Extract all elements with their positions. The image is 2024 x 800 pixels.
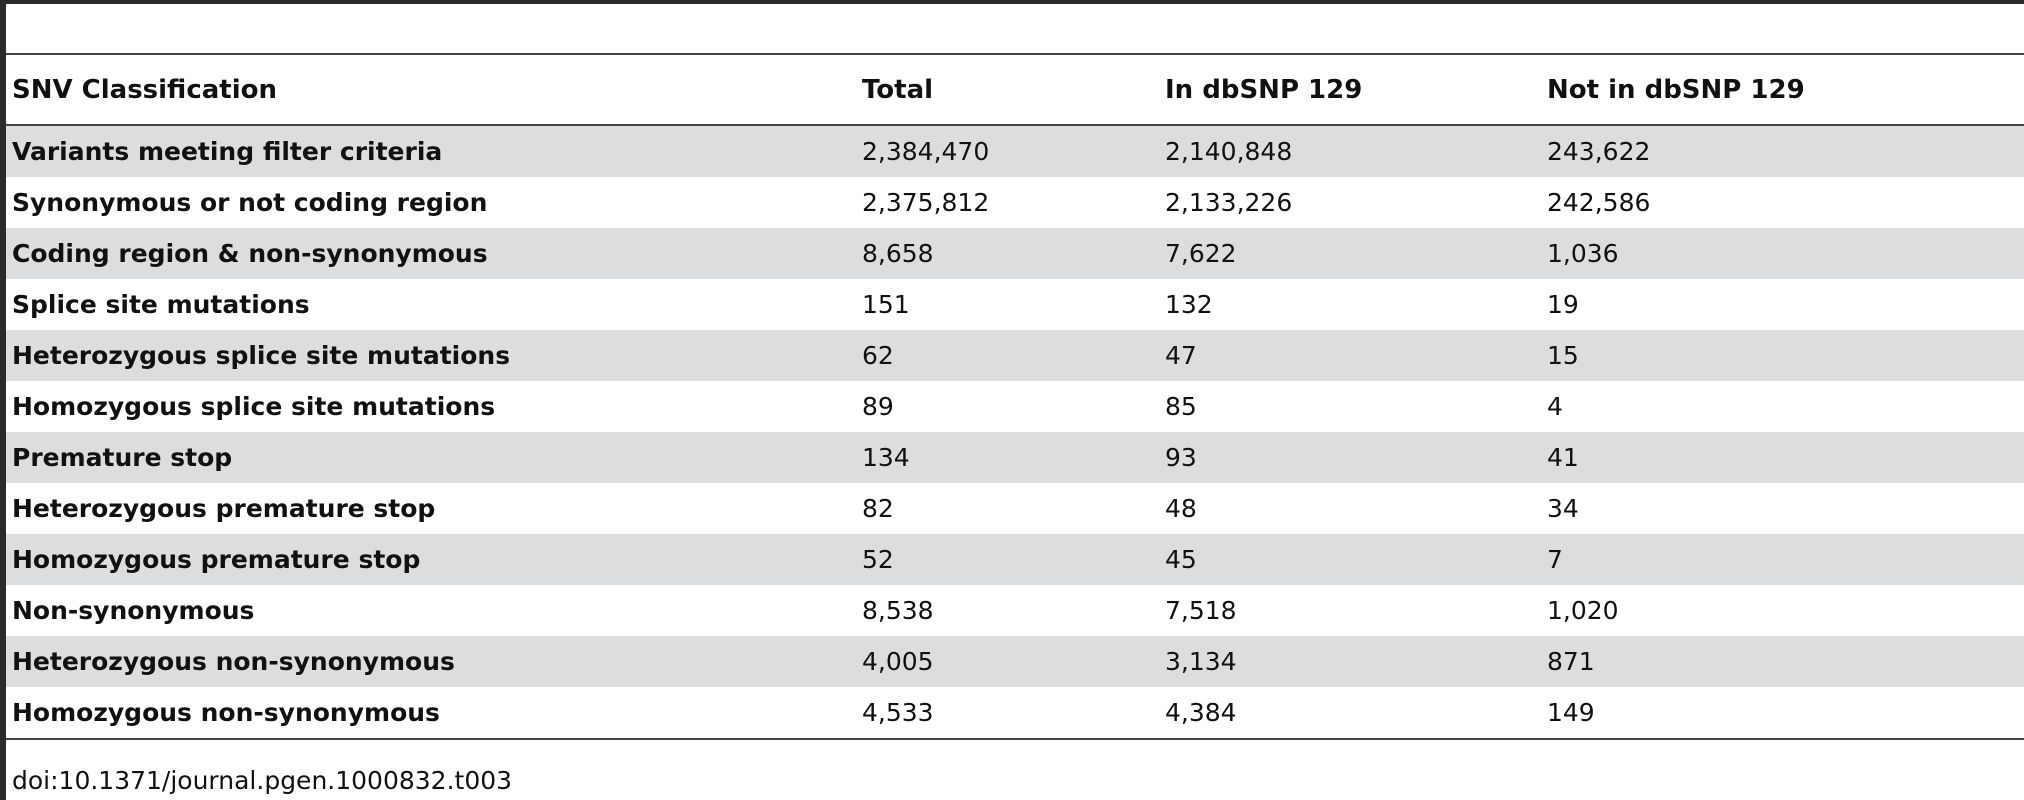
not-in-dbsnp-cell: 1,036 <box>1541 228 2024 279</box>
header-total: Total <box>862 74 934 105</box>
table-row: Variants meeting filter criteria 2,384,47… <box>6 125 2024 177</box>
total-cell: 2,375,812 <box>862 188 990 217</box>
table-body: Variants meeting filter criteria 2,384,47… <box>6 125 2024 738</box>
not-in-dbsnp-cell: 1,020 <box>1547 596 1619 625</box>
table-row: Heterozygous non-synonymous 4,005 3,134 871 <box>6 636 2024 687</box>
row-label: Heterozygous non-synonymous <box>6 636 856 687</box>
header-snv-classification: SNV Classification <box>12 74 278 105</box>
not-in-dbsnp-cell: 4 <box>1547 392 1563 421</box>
in-dbsnp-cell: 2,133,226 <box>1165 188 1293 217</box>
snv-classification-table: SNV Classification Total In dbSNP 129 No… <box>6 55 2024 738</box>
table-row: Splice site mutations 151 132 19 <box>6 279 2024 330</box>
row-label: Splice site mutations <box>12 290 310 319</box>
in-dbsnp-cell: 85 <box>1165 392 1197 421</box>
not-in-dbsnp-cell: 7 <box>1541 534 2024 585</box>
in-dbsnp-cell: 2,140,848 <box>1159 125 1541 177</box>
in-dbsnp-cell: 132 <box>1165 290 1213 319</box>
table-row: Heterozygous premature stop 82 48 34 <box>6 483 2024 534</box>
total-cell: 4,005 <box>856 636 1159 687</box>
total-cell: 8,658 <box>856 228 1159 279</box>
table-row: Premature stop 134 93 41 <box>6 432 2024 483</box>
doi-caption: doi:10.1371/journal.pgen.1000832.t003 <box>12 766 513 795</box>
not-in-dbsnp-cell: 15 <box>1541 330 2024 381</box>
total-cell: 52 <box>856 534 1159 585</box>
in-dbsnp-cell: 45 <box>1159 534 1541 585</box>
row-label: Heterozygous premature stop <box>12 494 436 523</box>
table-row: Coding region & non-synonymous 8,658 7,622… <box>6 228 2024 279</box>
in-dbsnp-cell: 48 <box>1165 494 1197 523</box>
row-label: Coding region & non-synonymous <box>6 228 856 279</box>
in-dbsnp-cell: 4,384 <box>1165 698 1237 727</box>
table-header: SNV Classification Total In dbSNP 129 No… <box>6 55 2024 125</box>
not-in-dbsnp-cell: 19 <box>1547 290 1579 319</box>
not-in-dbsnp-cell: 41 <box>1541 432 2024 483</box>
in-dbsnp-cell: 7,518 <box>1165 596 1237 625</box>
not-in-dbsnp-cell: 149 <box>1547 698 1595 727</box>
in-dbsnp-cell: 3,134 <box>1159 636 1541 687</box>
table-row: Heterozygous splice site mutations 62 47 15 <box>6 330 2024 381</box>
table-row: Homozygous premature stop 52 45 7 <box>6 534 2024 585</box>
table-row: Homozygous splice site mutations 89 85 4 <box>6 381 2024 432</box>
table-row: Homozygous non-synonymous 4,533 4,384 149 <box>6 687 2024 738</box>
total-cell: 2,384,470 <box>856 125 1159 177</box>
total-cell: 134 <box>856 432 1159 483</box>
row-label: Heterozygous splice site mutations <box>6 330 856 381</box>
total-cell: 82 <box>862 494 894 523</box>
not-in-dbsnp-cell: 871 <box>1541 636 2024 687</box>
table-container: SNV Classification Total In dbSNP 129 No… <box>6 53 2024 740</box>
row-label: Synonymous or not coding region <box>12 188 488 217</box>
top-border <box>0 0 2024 4</box>
row-label: Homozygous premature stop <box>6 534 856 585</box>
in-dbsnp-cell: 7,622 <box>1159 228 1541 279</box>
row-label: Premature stop <box>6 432 856 483</box>
left-border <box>0 0 6 800</box>
total-cell: 4,533 <box>862 698 934 727</box>
in-dbsnp-cell: 93 <box>1159 432 1541 483</box>
row-label: Homozygous splice site mutations <box>12 392 496 421</box>
total-cell: 62 <box>856 330 1159 381</box>
row-label: Non-synonymous <box>12 596 255 625</box>
header-not-in-dbsnp: Not in dbSNP 129 <box>1547 74 1805 105</box>
header-in-dbsnp: In dbSNP 129 <box>1165 74 1363 105</box>
total-cell: 8,538 <box>862 596 934 625</box>
table-row: Non-synonymous 8,538 7,518 1,020 <box>6 585 2024 636</box>
not-in-dbsnp-cell: 34 <box>1547 494 1579 523</box>
row-label: Variants meeting filter criteria <box>6 125 856 177</box>
header-row: SNV Classification Total In dbSNP 129 No… <box>6 55 2024 125</box>
total-cell: 151 <box>862 290 910 319</box>
not-in-dbsnp-cell: 242,586 <box>1547 188 1651 217</box>
table-top-rule <box>6 53 2024 55</box>
table-bottom-rule <box>6 738 2024 740</box>
in-dbsnp-cell: 47 <box>1159 330 1541 381</box>
not-in-dbsnp-cell: 243,622 <box>1541 125 2024 177</box>
row-label: Homozygous non-synonymous <box>12 698 440 727</box>
table-row: Synonymous or not coding region 2,375,812… <box>6 177 2024 228</box>
total-cell: 89 <box>862 392 894 421</box>
